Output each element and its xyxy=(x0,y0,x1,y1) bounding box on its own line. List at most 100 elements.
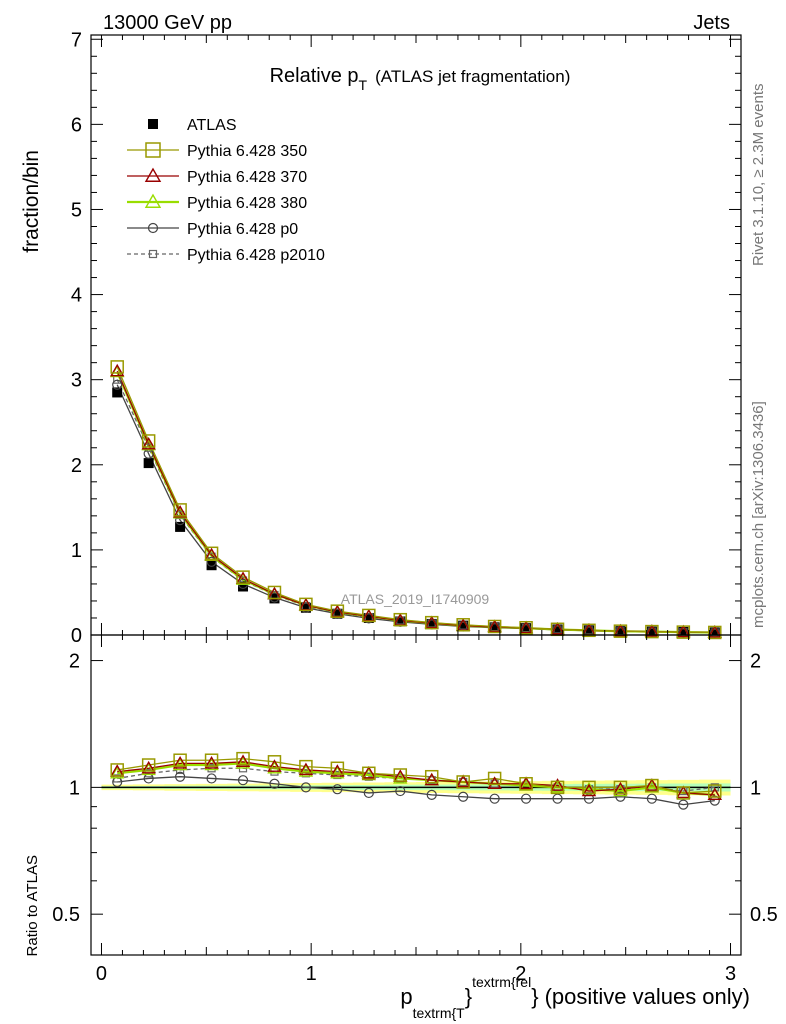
series-1-ratio-point xyxy=(424,769,439,784)
series-3-ratio-point xyxy=(110,765,125,779)
atlas-data-point xyxy=(646,626,657,637)
atlas-data-point xyxy=(552,624,563,635)
legend-marker xyxy=(144,193,162,208)
series-1-point xyxy=(299,597,313,612)
x-tick-label: 2 xyxy=(515,963,526,985)
series-4-ratio-point xyxy=(363,787,374,799)
series-1-point xyxy=(456,618,470,632)
atlas-data-point xyxy=(709,627,720,638)
series-4-ratio-point xyxy=(332,784,343,795)
series-4-ratio-point xyxy=(206,773,217,784)
series-1-point xyxy=(173,503,187,517)
series-5-ratio-point xyxy=(364,772,373,781)
legend-marker xyxy=(148,119,158,129)
y-tick-label: 1 xyxy=(71,540,82,562)
x-axis-label: ptextrm{T}textrm{rel} (positive values on… xyxy=(400,974,750,1021)
atlas-data-point xyxy=(489,622,500,633)
title-rest: (ATLAS jet fragmentation) xyxy=(375,67,570,86)
series-4-ratio-point xyxy=(678,799,689,810)
series-5-point xyxy=(144,443,153,452)
series-4-ratio-point xyxy=(395,785,406,797)
legend-label: Pythia 6.428 350 xyxy=(187,143,307,160)
ratio-y-tick-label-right: 1 xyxy=(750,777,761,799)
xlabel-rest: (positive values only) xyxy=(545,984,750,1009)
series-2-point xyxy=(644,624,660,637)
series-2-ratio-point xyxy=(487,776,502,789)
series-4-ratio-point xyxy=(520,793,532,804)
legend-label: ATLAS xyxy=(187,117,237,134)
y-tick-label: 0 xyxy=(71,625,82,647)
series-2-point xyxy=(424,615,439,629)
y-axis-label-ratio: Ratio to ATLAS xyxy=(24,855,41,956)
series-2-point xyxy=(172,505,188,518)
series-1-ratio-point xyxy=(393,768,408,782)
series-4-point xyxy=(206,556,217,567)
series-2-ratio-point xyxy=(330,764,345,777)
series-3-ratio-point xyxy=(613,783,628,797)
series-4-ratio-point xyxy=(615,791,626,802)
atlas-data-point xyxy=(583,625,594,636)
legend-label: Pythia 6.428 370 xyxy=(187,169,307,186)
series-4-ratio-point xyxy=(552,793,563,804)
series-4-ratio-point xyxy=(175,771,186,782)
series-1-ratio-point xyxy=(362,766,376,781)
series-1-ratio-point xyxy=(204,753,219,767)
series-1-point xyxy=(424,615,439,630)
header-right: Jets xyxy=(693,12,730,34)
series-4-ratio-point xyxy=(300,782,312,793)
atlas-data-point xyxy=(678,627,689,638)
chart-title: Relative pT (ATLAS jet fragmentation) xyxy=(270,65,571,93)
legend-label: Pythia 6.428 p2010 xyxy=(187,247,325,264)
atlas-data-point xyxy=(206,560,217,571)
series-3-ratio-point xyxy=(330,765,345,779)
series-1-point xyxy=(708,625,722,640)
series-4-point xyxy=(269,592,280,603)
series-1-ratio-point xyxy=(299,759,313,774)
series-1-point xyxy=(330,604,345,618)
analysis-watermark: ATLAS_2019_I1740909 xyxy=(341,591,490,607)
ratio-y-tick-label-right: 0.5 xyxy=(750,904,778,926)
x-tick-label: 0 xyxy=(96,963,107,985)
series-3-ratio-line xyxy=(117,762,715,796)
atlas-data-point xyxy=(143,458,154,469)
atlas-data-point xyxy=(615,626,626,637)
series-1-ratio-point xyxy=(613,780,628,795)
atlas-data-point xyxy=(175,521,186,532)
series-2-ratio-point xyxy=(361,765,377,779)
series-1-ratio-point xyxy=(330,761,345,776)
series-1-point xyxy=(645,624,659,639)
series-2-point xyxy=(110,363,125,377)
series-2-ratio-point xyxy=(644,778,660,791)
series-2-ratio-point xyxy=(204,755,219,769)
series-3-ratio-point xyxy=(298,764,314,777)
series-1-point xyxy=(110,360,124,374)
legend-marker xyxy=(144,167,162,182)
atlas-data-point xyxy=(458,620,469,631)
series-1-ratio-point xyxy=(676,786,691,800)
y-tick-label: 7 xyxy=(71,29,82,51)
title-main: Relative p xyxy=(270,65,359,87)
ratio-y-tick-label-left: 0.5 xyxy=(52,904,80,926)
series-4-ratio-point xyxy=(458,791,469,802)
series-1-point xyxy=(362,608,376,623)
y-axis-label-main: fraction/bin xyxy=(20,150,43,253)
series-4-ratio-point xyxy=(426,789,437,800)
series-1-ratio-point xyxy=(519,777,533,791)
series-2-point xyxy=(550,621,565,635)
series-2-ratio-point xyxy=(267,759,282,772)
series-2-point xyxy=(141,436,156,450)
series-3-ratio-point xyxy=(141,762,156,776)
ratio-y-tick-label-left: 2 xyxy=(69,651,80,673)
series-1-point xyxy=(236,570,250,584)
series-1-point xyxy=(487,619,502,634)
series-1-point xyxy=(582,623,596,638)
title-sub: T xyxy=(359,77,368,93)
series-2-ratio-point xyxy=(581,783,597,797)
atlas-data-point xyxy=(426,618,437,629)
series-1-ratio-point xyxy=(708,784,722,798)
axes: 0 1 2 3 0 1 2 3 4 5 6 7 0.5 0.5 1 1 2 2 xyxy=(52,29,778,985)
atlas-data-point xyxy=(332,608,343,619)
legend-label: Pythia 6.428 p0 xyxy=(187,221,298,238)
series-2-ratio-point xyxy=(141,760,156,774)
